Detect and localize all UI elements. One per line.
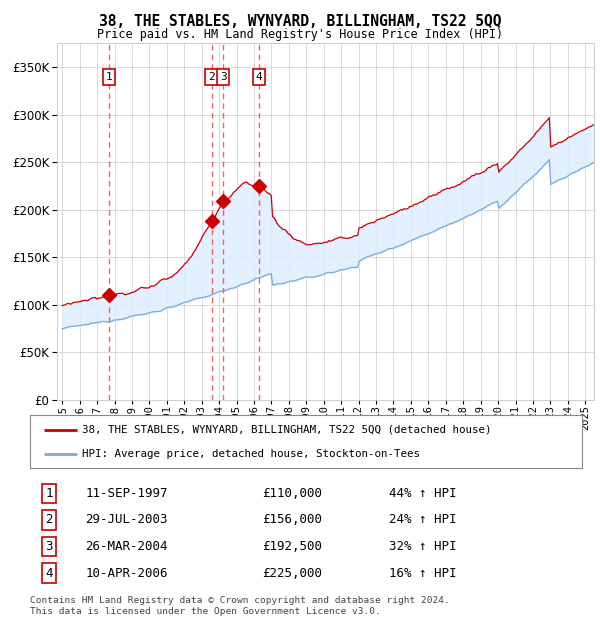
Text: 1: 1 (106, 73, 113, 82)
Text: 44% ↑ HPI: 44% ↑ HPI (389, 487, 457, 500)
Text: HPI: Average price, detached house, Stockton-on-Tees: HPI: Average price, detached house, Stoc… (82, 449, 421, 459)
Text: 2: 2 (46, 513, 53, 526)
Text: 1: 1 (46, 487, 53, 500)
Text: £156,000: £156,000 (262, 513, 322, 526)
Text: 4: 4 (46, 567, 53, 580)
Text: 10-APR-2006: 10-APR-2006 (85, 567, 168, 580)
Text: £110,000: £110,000 (262, 487, 322, 500)
Text: 2: 2 (208, 73, 215, 82)
Text: Contains HM Land Registry data © Crown copyright and database right 2024.
This d: Contains HM Land Registry data © Crown c… (30, 596, 450, 616)
Text: 24% ↑ HPI: 24% ↑ HPI (389, 513, 457, 526)
Text: Price paid vs. HM Land Registry's House Price Index (HPI): Price paid vs. HM Land Registry's House … (97, 28, 503, 41)
Text: 29-JUL-2003: 29-JUL-2003 (85, 513, 168, 526)
Text: 4: 4 (256, 73, 262, 82)
Text: 32% ↑ HPI: 32% ↑ HPI (389, 540, 457, 553)
Text: 16% ↑ HPI: 16% ↑ HPI (389, 567, 457, 580)
Text: 3: 3 (46, 540, 53, 553)
Text: 38, THE STABLES, WYNYARD, BILLINGHAM, TS22 5QQ (detached house): 38, THE STABLES, WYNYARD, BILLINGHAM, TS… (82, 425, 492, 435)
Text: £225,000: £225,000 (262, 567, 322, 580)
Text: 3: 3 (220, 73, 227, 82)
Text: 38, THE STABLES, WYNYARD, BILLINGHAM, TS22 5QQ: 38, THE STABLES, WYNYARD, BILLINGHAM, TS… (99, 14, 501, 29)
Text: £192,500: £192,500 (262, 540, 322, 553)
Text: 11-SEP-1997: 11-SEP-1997 (85, 487, 168, 500)
Text: 26-MAR-2004: 26-MAR-2004 (85, 540, 168, 553)
